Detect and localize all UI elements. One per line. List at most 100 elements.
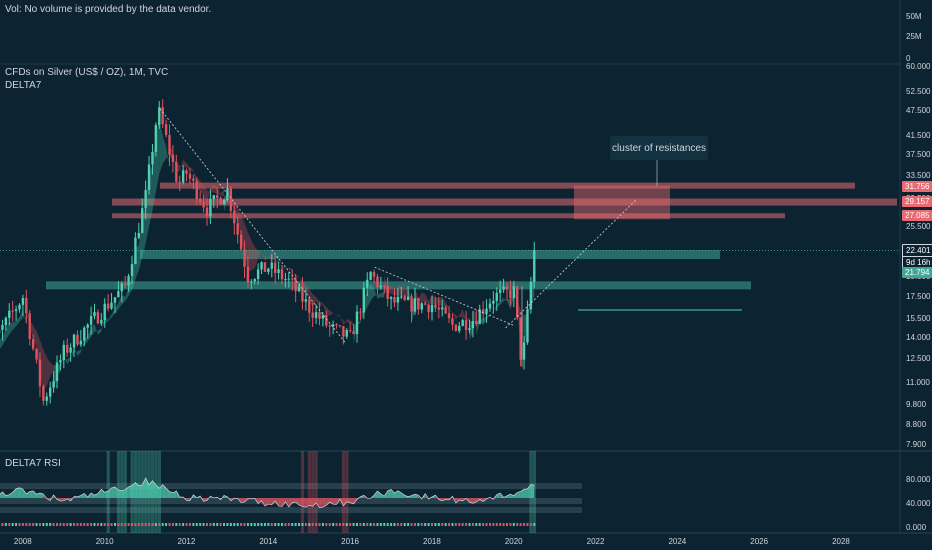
- candle-body: [331, 324, 335, 327]
- ribbon-segment: [22, 309, 27, 325]
- candle-body: [512, 286, 516, 299]
- candle-body: [48, 387, 52, 397]
- ribbon-segment: [432, 294, 436, 305]
- ribbon-segment: [404, 285, 409, 297]
- rsi-marker: [274, 523, 277, 526]
- rsi-marker: [294, 523, 297, 526]
- candle-body: [120, 283, 123, 292]
- ribbon-segment: [19, 309, 23, 323]
- candle-body: [188, 173, 192, 179]
- candle-body: [481, 309, 485, 314]
- candle-body: [154, 124, 158, 152]
- rsi-marker: [533, 523, 536, 526]
- ribbon-segment: [152, 136, 156, 211]
- rsi-histogram-segment: [125, 486, 129, 498]
- rsi-marker: [410, 523, 413, 526]
- ribbon-segment: [261, 251, 265, 262]
- candle-body: [62, 344, 66, 361]
- rsi-marker: [373, 523, 376, 526]
- candle-body: [502, 286, 505, 290]
- rsi-marker: [362, 523, 365, 526]
- volume-tick-0: 0: [906, 54, 911, 63]
- candle-body: [273, 262, 277, 274]
- rsi-marker: [338, 523, 341, 526]
- rsi-marker: [512, 523, 515, 526]
- time-tick-label: 2016: [341, 537, 359, 546]
- ribbon-segment: [84, 336, 88, 346]
- candle-body: [72, 334, 76, 348]
- candle-body: [236, 223, 239, 235]
- candle-body: [127, 276, 130, 286]
- candle-body: [205, 207, 209, 217]
- rsi-marker: [506, 523, 508, 526]
- candle-body: [406, 296, 410, 300]
- candle-body: [28, 313, 31, 340]
- ribbon-segment: [210, 184, 214, 193]
- candle-body: [21, 297, 25, 305]
- rsi-marker: [529, 523, 532, 526]
- ribbon-segment: [159, 118, 163, 174]
- rsi-histogram-segment: [346, 498, 351, 503]
- rsi-marker: [69, 523, 72, 526]
- rsi-histogram-segment: [97, 489, 102, 498]
- candle-body: [444, 307, 447, 314]
- ribbon-segment: [329, 310, 334, 316]
- candle-body: [447, 313, 451, 319]
- candle-body: [471, 320, 475, 329]
- rsi-marker: [458, 523, 461, 526]
- ribbon-segment: [391, 286, 395, 296]
- rsi-marker: [352, 523, 355, 526]
- candle-body: [478, 309, 481, 324]
- rsi-marker: [32, 523, 35, 526]
- candle-body: [468, 328, 471, 330]
- rsi-histogram-segment: [472, 498, 477, 504]
- ribbon-segment: [493, 304, 497, 313]
- rsi-marker: [451, 523, 454, 526]
- rsi-marker: [253, 523, 256, 526]
- rsi-histogram-segment: [60, 498, 64, 502]
- ribbon-segment: [207, 188, 211, 206]
- rsi-histogram-segment: [172, 490, 177, 498]
- rsi-marker: [509, 523, 512, 526]
- candle-body: [123, 283, 127, 286]
- ribbon-segment: [339, 315, 344, 326]
- rsi-histogram-segment: [186, 498, 190, 501]
- resistance-zone-2: [112, 198, 897, 206]
- resistance-callout[interactable]: cluster of resistances: [610, 136, 708, 160]
- rsi-histogram-segment: [121, 489, 126, 498]
- candle-body: [335, 324, 338, 326]
- rsi-marker: [192, 523, 195, 526]
- candle-body: [233, 210, 236, 224]
- support-zone-2: [46, 281, 751, 290]
- rsi-marker: [175, 523, 178, 526]
- candle-body: [106, 303, 110, 309]
- rsi-histogram-segment: [387, 489, 392, 498]
- ribbon-segment: [421, 292, 426, 302]
- rsi-marker: [424, 523, 427, 526]
- candle-body: [393, 297, 396, 303]
- ribbon-segment: [428, 294, 432, 304]
- rsi-marker: [15, 523, 18, 526]
- rsi-band: [0, 507, 582, 513]
- candle-body: [76, 334, 79, 345]
- candle-body: [270, 262, 273, 269]
- rsi-marker: [62, 523, 65, 526]
- rsi-marker: [219, 523, 222, 526]
- candle-body: [260, 262, 263, 270]
- indicator-name: DELTA7: [5, 80, 42, 91]
- rsi-marker: [21, 523, 24, 526]
- rsi-marker: [359, 523, 362, 526]
- rsi-marker: [144, 523, 147, 526]
- rsi-histogram-segment: [80, 493, 85, 498]
- candle-body: [461, 320, 464, 326]
- rsi-marker: [8, 523, 11, 526]
- rsi-marker: [492, 523, 495, 526]
- ribbon-segment: [374, 288, 378, 299]
- rsi-histogram-segment: [517, 491, 521, 498]
- rsi-histogram-segment: [316, 498, 320, 508]
- candle-body: [475, 320, 478, 324]
- rsi-marker: [154, 523, 157, 526]
- rsi-marker: [328, 523, 331, 526]
- price-tick-label: 14.000: [906, 333, 931, 343]
